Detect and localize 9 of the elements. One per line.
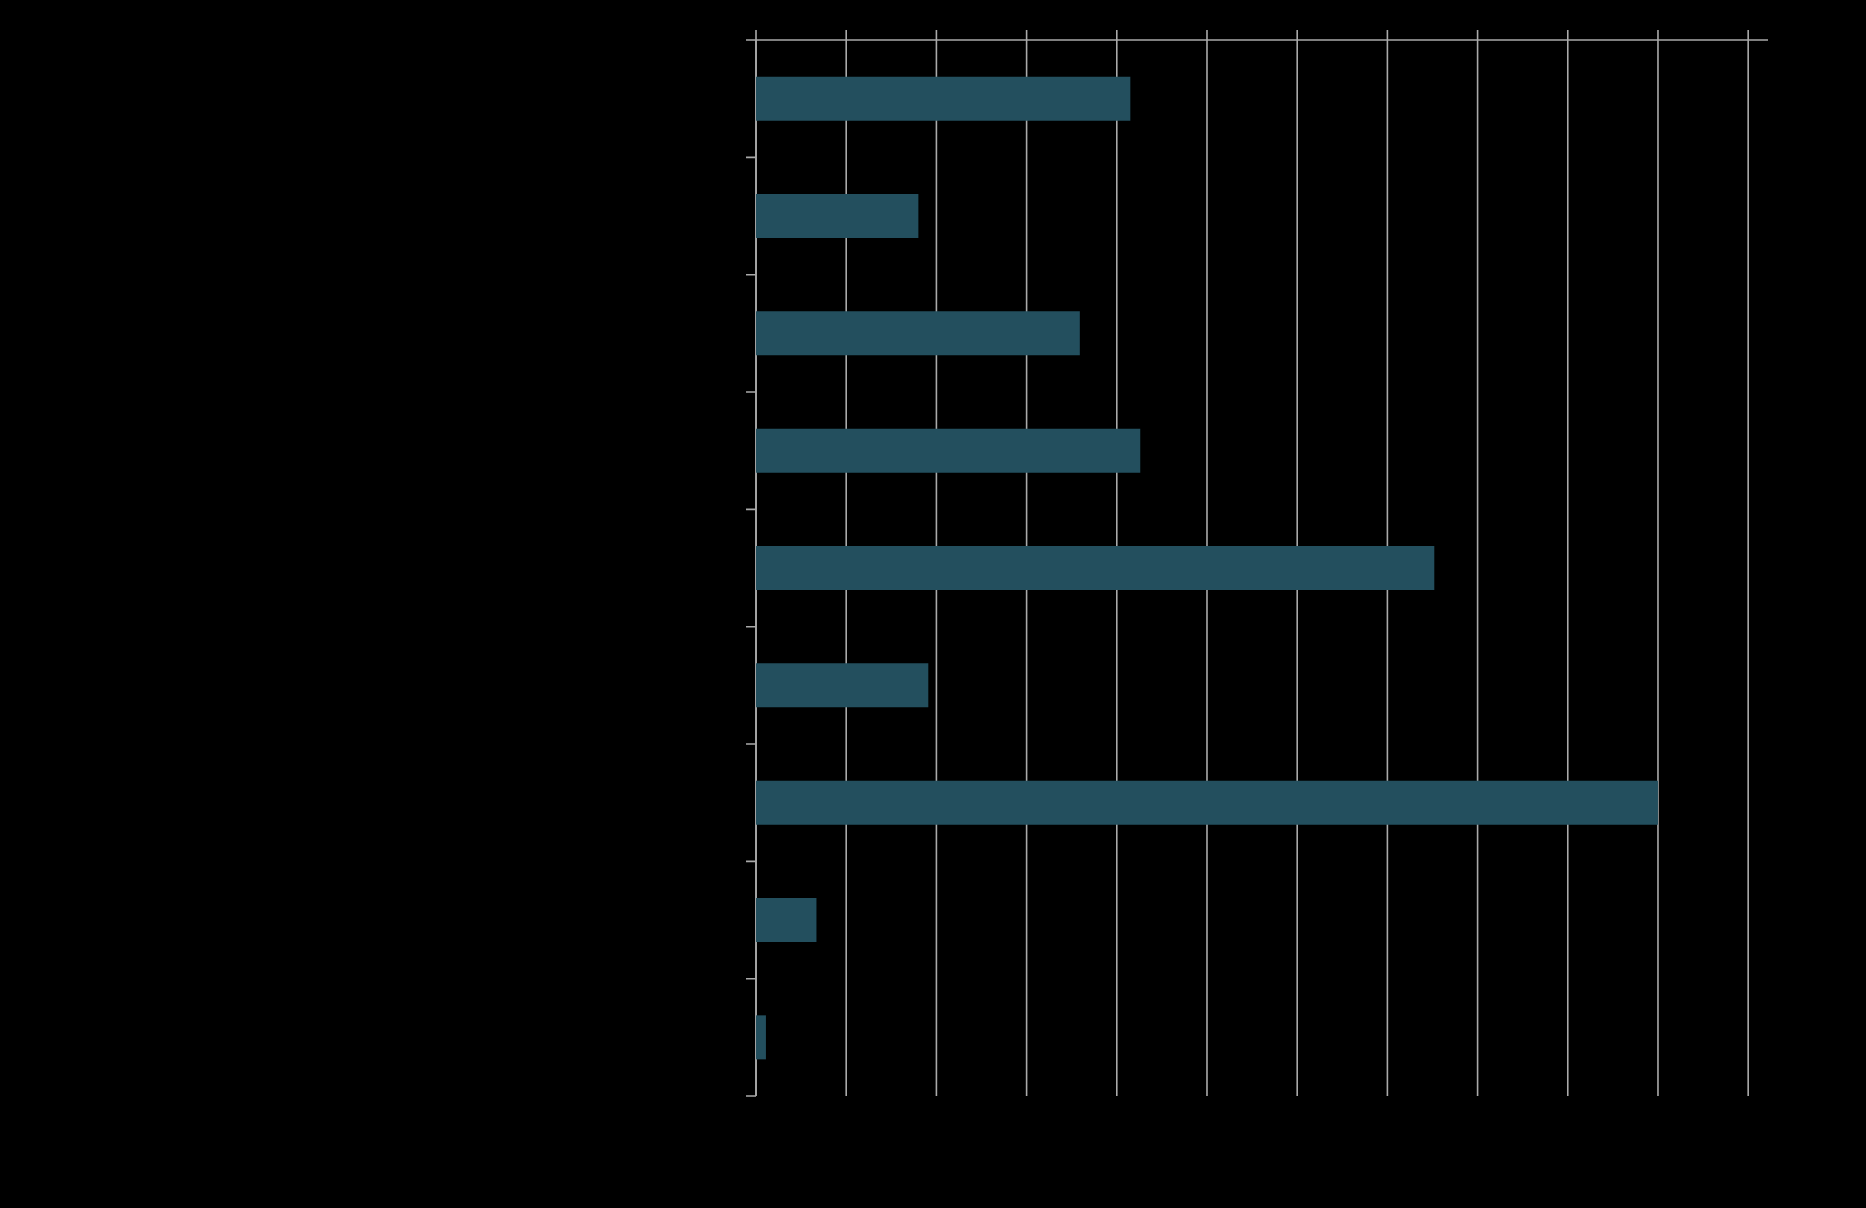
- bar: [756, 663, 929, 708]
- bar: [756, 1015, 766, 1060]
- bar: [756, 194, 919, 239]
- bar: [756, 76, 1131, 121]
- bar: [756, 780, 1658, 825]
- bar: [756, 898, 817, 943]
- bar: [756, 428, 1141, 473]
- bar: [756, 546, 1435, 591]
- bar: [756, 311, 1080, 356]
